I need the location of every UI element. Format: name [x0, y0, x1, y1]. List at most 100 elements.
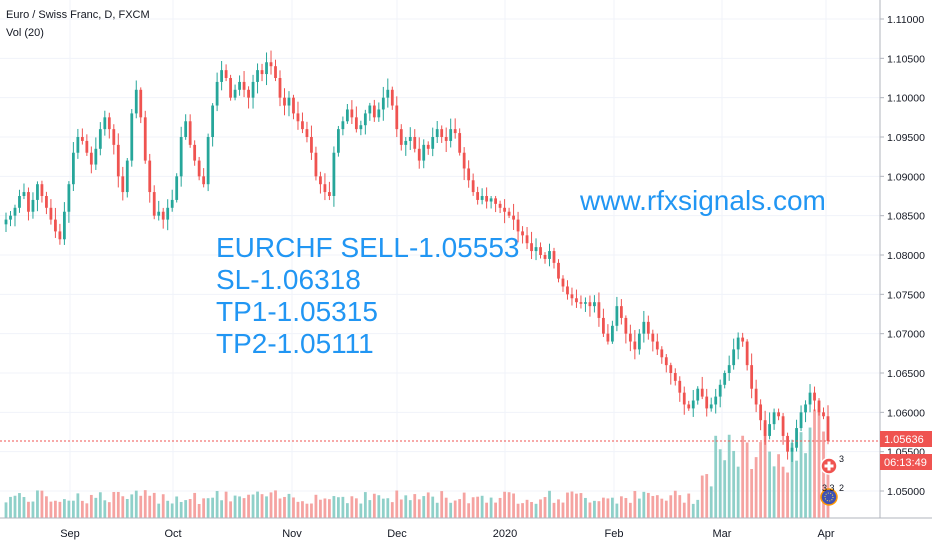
time-tick-label: Sep — [60, 528, 80, 540]
candle-body — [319, 176, 322, 185]
volume-bar — [233, 495, 237, 518]
volume-bar — [18, 493, 21, 518]
volume-bar — [575, 493, 578, 518]
candle-body — [664, 357, 668, 366]
candle-body — [539, 247, 542, 255]
volume-bar — [736, 466, 740, 518]
candle-body — [619, 306, 623, 318]
candle-body — [305, 129, 309, 137]
volume-bar — [579, 493, 583, 518]
swiss-flag-icon[interactable] — [820, 457, 838, 475]
candle-body — [548, 251, 551, 259]
volume-bar — [395, 490, 399, 518]
candle-body — [121, 176, 125, 193]
candle-body — [274, 66, 277, 78]
candle-body — [13, 207, 17, 216]
volume-bar — [444, 497, 448, 518]
volume-bar — [399, 499, 403, 518]
volume-bar — [58, 501, 62, 518]
volume-bar — [602, 497, 605, 518]
candle-body — [552, 251, 556, 263]
candle-body — [709, 404, 713, 409]
volume-bar — [606, 498, 610, 518]
volume-bar — [229, 501, 232, 518]
volume-bar — [148, 495, 152, 518]
candle-body — [449, 129, 453, 141]
price-tick-label: 1.07500 — [887, 289, 925, 301]
candle-body — [341, 121, 345, 130]
candle-body — [768, 424, 771, 436]
volume-bar — [260, 494, 264, 518]
volume-bar — [314, 494, 318, 518]
volume-bar — [76, 493, 80, 518]
chart-title[interactable]: Euro / Swiss Franc, D, FXCM — [6, 9, 150, 21]
price-scale[interactable]: 1.11000 1.10500 1.10000 1.09500 1.09000 1.085… — [880, 14, 925, 498]
candle-body — [687, 404, 691, 409]
time-tick-label: Mar — [713, 528, 732, 540]
candle-body — [247, 89, 250, 98]
candle-body — [89, 152, 93, 165]
event-markers[interactable]: 3 2 3 3 — [820, 454, 844, 506]
candle-body — [224, 70, 228, 78]
volume-bar — [772, 466, 776, 518]
volume-bar — [85, 503, 89, 518]
volume-bar — [130, 494, 134, 518]
candle-body — [732, 349, 736, 366]
candle-body — [431, 137, 435, 149]
volume-bar — [588, 502, 592, 518]
volume-bar — [619, 496, 623, 518]
candle-body — [507, 211, 511, 216]
candle-body — [18, 196, 21, 208]
candle-body — [22, 192, 26, 196]
volume-indicator-label[interactable]: Vol (20) — [6, 27, 44, 39]
volume-bar — [714, 435, 718, 518]
candle-body — [593, 302, 596, 307]
candle-body — [238, 81, 241, 90]
candle-body — [597, 302, 601, 318]
candle-body — [566, 286, 569, 295]
candle-body — [471, 180, 475, 193]
volume-bar — [54, 500, 57, 518]
volume-bar — [628, 502, 632, 518]
candle-body — [467, 168, 471, 181]
candle-body — [157, 211, 161, 216]
candle-body — [543, 255, 547, 259]
candle-body — [166, 207, 170, 220]
volume-bar — [27, 501, 30, 518]
candle-body — [54, 219, 57, 232]
volume-bar — [107, 502, 111, 518]
volume-bar — [543, 497, 547, 518]
candle-body — [588, 302, 592, 307]
volume-bar — [121, 496, 125, 518]
candle-body — [107, 117, 111, 130]
candle-body — [611, 325, 614, 342]
candle-body — [251, 81, 255, 98]
volume-bar — [296, 501, 300, 518]
time-tick-label: Feb — [605, 528, 624, 540]
volume-bar — [9, 496, 12, 518]
volume-bar — [31, 501, 35, 518]
eu-flag-icon[interactable] — [820, 488, 838, 506]
volume-bar — [817, 409, 821, 518]
candle-body — [328, 192, 331, 196]
candle-body — [125, 160, 129, 193]
candle-body — [292, 97, 295, 114]
candle-body — [372, 105, 376, 118]
candle-body — [602, 317, 605, 334]
volume-bar — [498, 497, 502, 518]
candle-body — [116, 144, 120, 177]
volume-bar — [678, 495, 682, 518]
candle-body — [265, 62, 268, 75]
bar-countdown: 06:13:49 — [884, 457, 927, 469]
candle-body — [624, 317, 628, 334]
candle-body — [40, 184, 44, 196]
price-tick-label: 1.06000 — [887, 407, 925, 419]
volume-bar — [664, 500, 668, 518]
time-scale[interactable]: Sep Oct Nov Dec 2020 Feb Mar Apr — [60, 528, 835, 540]
candle-body — [772, 412, 776, 425]
volume-bar — [449, 502, 453, 518]
candle-body — [480, 196, 484, 200]
volume-bar — [458, 499, 462, 518]
candle-body — [408, 137, 412, 141]
